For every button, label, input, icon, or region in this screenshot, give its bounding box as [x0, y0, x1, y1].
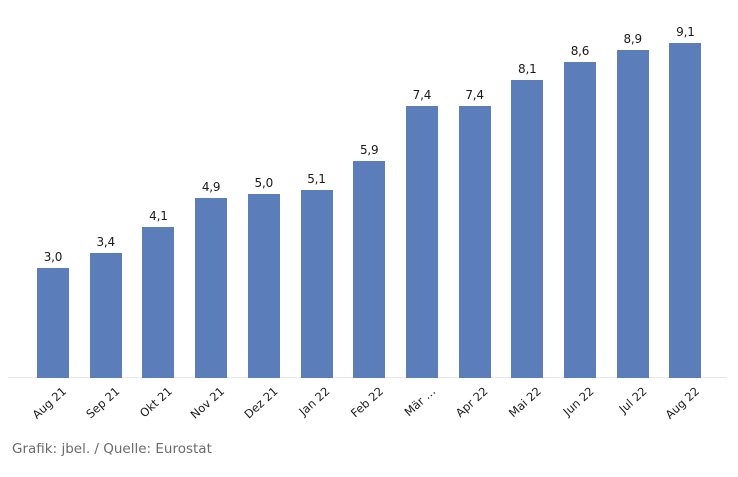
bar [669, 43, 702, 378]
bar-value-label: 8,1 [518, 61, 537, 76]
x-axis-label-text: Mai 22 [505, 384, 544, 421]
x-axis-label-text: Dez 21 [240, 384, 281, 422]
bar [405, 105, 438, 378]
x-axis-label-text: Jun 22 [560, 384, 597, 419]
bar-value-label: 7,4 [412, 87, 432, 102]
x-axis-label-text: Jan 22 [296, 384, 333, 419]
x-axis-label-text: Okt 21 [136, 384, 175, 421]
bar-value-label: 3,4 [96, 234, 115, 249]
x-axis-label-text: Sep 21 [82, 384, 123, 422]
bar-value-label: 9,1 [676, 25, 695, 40]
bar [142, 227, 175, 378]
chart-credit: Grafik: jbel. / Quelle: Eurostat [12, 441, 212, 457]
bar [300, 190, 333, 378]
x-axis-label-text: Nov 21 [187, 384, 228, 422]
bar-value-label: 5,1 [307, 172, 326, 187]
x-axis-label-text: Feb 22 [347, 384, 386, 421]
bar-value-label: 5,9 [359, 142, 379, 157]
bar [458, 105, 491, 378]
bar [195, 197, 228, 378]
bar [511, 79, 544, 378]
bar-value-label: 7,4 [465, 87, 484, 102]
bar-value-label: 5,0 [254, 176, 274, 190]
bar-value-label: 4,9 [201, 179, 221, 194]
bar-value-label: 4,1 [149, 209, 168, 224]
bar [564, 61, 596, 378]
bar [616, 50, 649, 378]
bar [89, 252, 122, 378]
x-axis-label-text: Aug 22 [662, 384, 702, 422]
bar-value-label: 3,0 [43, 249, 63, 264]
bar-value-label: 8,6 [570, 43, 590, 58]
x-axis-label-text: Aug 21 [29, 384, 70, 422]
bar-value-label: 8,9 [623, 32, 642, 47]
x-axis-label-text: Jul 22 [615, 384, 650, 416]
x-axis-label-text: Mär … [401, 384, 439, 420]
x-axis-label-text: Apr 22 [453, 384, 491, 420]
bar [247, 194, 280, 378]
bar [37, 267, 69, 378]
bar [353, 160, 386, 378]
